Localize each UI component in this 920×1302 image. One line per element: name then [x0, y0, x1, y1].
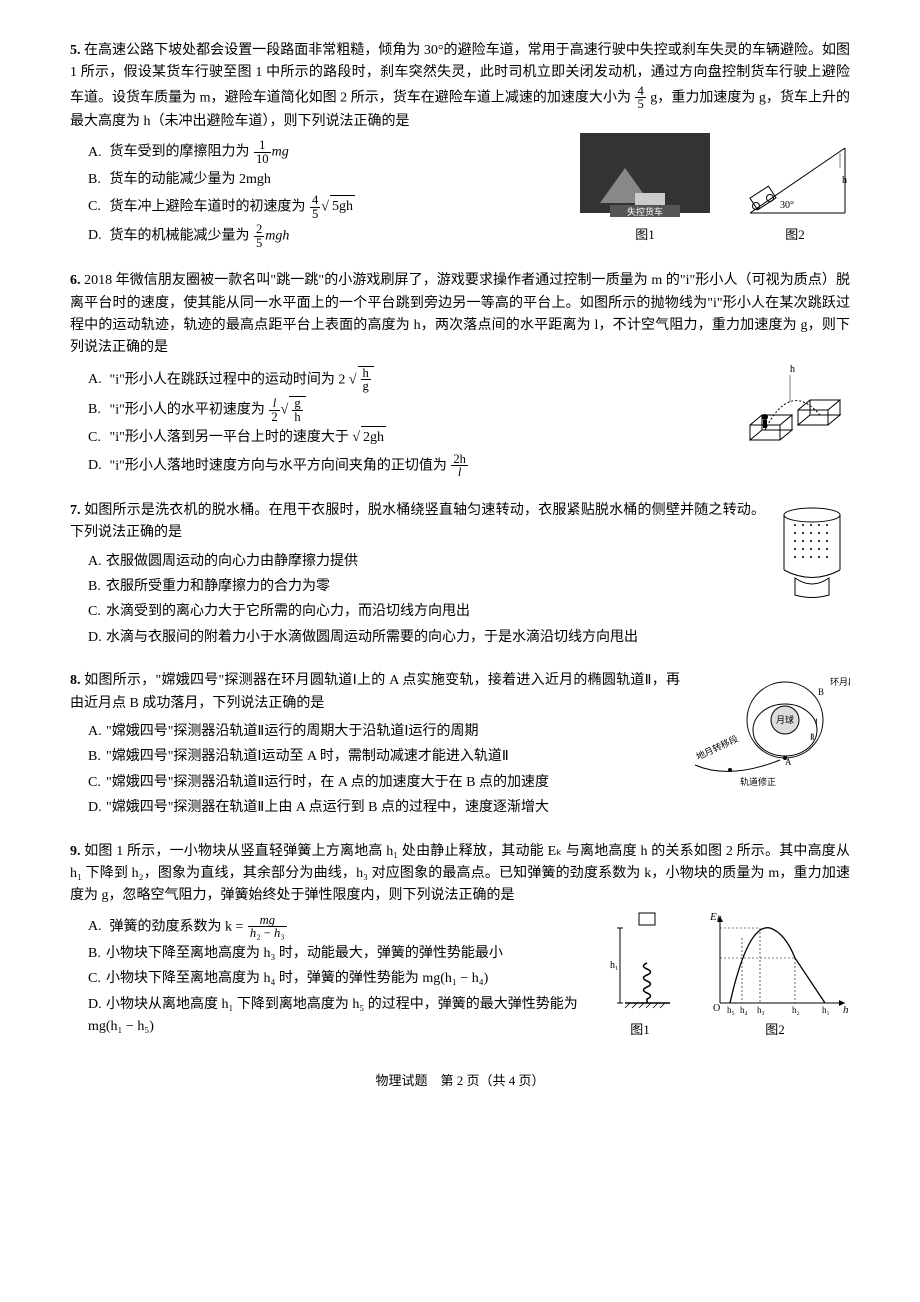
svg-text:失控货车: 失控货车 [627, 206, 663, 217]
svg-text:h₄: h₄ [740, 1005, 748, 1015]
question-9: 9. 如图 1 所示，一小物块从竖直轻弹簧上方离地高 h₁ 处由静止释放，其动能… [70, 841, 850, 1042]
q7-text: 7. 如图所示是洗衣机的脱水桶。在甩干衣服时，脱水桶绕竖直轴匀速转动，衣服紧贴脱… [70, 500, 765, 545]
q8-text: 8. 如图所示，"嫦娥四号"探测器在环月圆轨道Ⅰ上的 A 点实施变轨，接着进入近… [70, 670, 680, 715]
q5-opt-d: D. 货车的机械能减少量为 25mgh [88, 223, 570, 249]
q9-body: 如图 1 所示，一小物块从竖直轻弹簧上方离地高 h₁ 处由静止释放，其动能 Eₖ… [70, 844, 850, 904]
svg-text:Ⅰ: Ⅰ [815, 717, 818, 727]
svg-text:h₃: h₃ [757, 1005, 765, 1015]
q6-opt-a: A. "i"形小人在跳跃过程中的运动时间为 2 √hg [88, 366, 730, 393]
q5-fig2-image: h 30° [740, 133, 850, 223]
page-footer: 物理试题 第 2 页（共 4 页） [70, 1071, 850, 1092]
q7-options: A.衣服做圆周运动的向心力由静摩擦力提供 B.衣服所受重力和静摩擦力的合力为零 … [88, 551, 765, 650]
q5-options: A. 货车受到的摩擦阻力为 110mg B. 货车的动能减少量为 2mgh C.… [88, 139, 570, 249]
svg-text:h₅: h₅ [727, 1005, 735, 1015]
q8-options: A."嫦娥四号"探测器沿轨道Ⅱ运行的周期大于沿轨道Ⅰ运行的周期 B."嫦娥四号"… [88, 721, 680, 820]
q5-fig1-label: 图1 [580, 225, 710, 246]
svg-text:h: h [843, 1004, 849, 1016]
q9-opt-d: D.小物块从离地高度 h₁ 下降到离地高度为 h₅ 的过程中，弹簧的最大弹性势能… [88, 994, 595, 1039]
q8-body: 如图所示，"嫦娥四号"探测器在环月圆轨道Ⅰ上的 A 点实施变轨，接着进入近月的椭… [70, 673, 680, 710]
q7-opt-d: D.水滴与衣服间的附着力小于水滴做圆周运动所需要的向心力，于是水滴沿切线方向甩出 [88, 627, 765, 649]
question-7: 7. 如图所示是洗衣机的脱水桶。在甩干衣服时，脱水桶绕竖直轴匀速转动，衣服紧贴脱… [70, 500, 850, 652]
svg-text:Eₖ: Eₖ [709, 911, 722, 923]
q5-fig1-image: 失控货车 [580, 133, 710, 223]
q5-opt-a: A. 货车受到的摩擦阻力为 110mg [88, 139, 570, 165]
svg-text:月球: 月球 [776, 714, 794, 725]
q6-figure: h [740, 360, 850, 455]
svg-text:地月转移段: 地月转移段 [694, 733, 739, 762]
question-5: 5. 在高速公路下坡处都会设置一段路面非常粗糙，倾角为 30°的避险车道，常用于… [70, 40, 850, 252]
q8-num: 8. [70, 673, 81, 688]
q6-num: 6. [70, 273, 81, 288]
q7-body: 如图所示是洗衣机的脱水桶。在甩干衣服时，脱水桶绕竖直轴匀速转动，衣服紧贴脱水桶的… [70, 503, 765, 540]
svg-text:h: h [790, 364, 795, 375]
q5-fig2-label: 图2 [740, 225, 850, 246]
q7-opt-a: A.衣服做圆周运动的向心力由静摩擦力提供 [88, 551, 765, 573]
svg-text:环月段: 环月段 [830, 676, 850, 687]
q5-num: 5. [70, 43, 81, 58]
q7-num: 7. [70, 503, 81, 518]
question-6: 6. 2018 年微信朋友圈被一款名叫"跳一跳"的小游戏刷屏了，游戏要求操作者通… [70, 270, 850, 482]
svg-text:轨道修正: 轨道修正 [740, 776, 776, 787]
q7-opt-c: C.水滴受到的离心力大于它所需的向心力，而沿切线方向甩出 [88, 601, 765, 623]
svg-text:O: O [713, 1003, 720, 1014]
q9-num: 9. [70, 844, 81, 859]
q8-opt-a: A."嫦娥四号"探测器沿轨道Ⅱ运行的周期大于沿轨道Ⅰ运行的周期 [88, 721, 680, 743]
svg-text:B: B [818, 687, 824, 697]
question-8: 8. 如图所示，"嫦娥四号"探测器在环月圆轨道Ⅰ上的 A 点实施变轨，接着进入近… [70, 670, 850, 822]
q9-options: A. 弹簧的劲度系数为 k = mgh₂ − h₃ B.小物块下降至离地高度为 … [88, 914, 595, 1039]
q6-text: 6. 2018 年微信朋友圈被一款名叫"跳一跳"的小游戏刷屏了，游戏要求操作者通… [70, 270, 850, 360]
svg-text:h₁: h₁ [610, 960, 619, 971]
q9-opt-b: B.小物块下降至离地高度为 h₃ 时，动能最大，弹簧的弹性势能最小 [88, 943, 595, 965]
svg-text:h₂: h₂ [792, 1005, 800, 1015]
q7-figure [775, 500, 850, 610]
q8-figure: 月球 B A Ⅰ Ⅱ 环月段 地月转移段 轨道修正 [690, 670, 850, 790]
q5-text: 5. 在高速公路下坡处都会设置一段路面非常粗糙，倾角为 30°的避险车道，常用于… [70, 40, 850, 133]
svg-text:h: h [842, 175, 847, 186]
q9-fig2-image: Eₖ h O h₅ h₄ h₃ h₂ h₁ [700, 908, 850, 1018]
svg-text:30°: 30° [780, 200, 794, 211]
q9-text: 9. 如图 1 所示，一小物块从竖直轻弹簧上方离地高 h₁ 处由静止释放，其动能… [70, 841, 850, 908]
q7-opt-b: B.衣服所受重力和静摩擦力的合力为零 [88, 576, 765, 598]
q9-figures: h₁ 图1 Eₖ [605, 908, 850, 1041]
q9-opt-a: A. 弹簧的劲度系数为 k = mgh₂ − h₃ [88, 914, 595, 940]
q9-opt-c: C.小物块下降至离地高度为 h₄ 时，弹簧的弹性势能为 mg(h₁ − h₄) [88, 968, 595, 990]
q5-figures: 失控货车 图1 h 30° [580, 133, 850, 246]
q9-fig2-label: 图2 [700, 1020, 850, 1041]
q6-opt-d: D. "i"形小人落地时速度方向与水平方向间夹角的正切值为 2hl [88, 453, 730, 479]
q6-options: A. "i"形小人在跳跃过程中的运动时间为 2 √hg B. "i"形小人的水平… [88, 366, 730, 479]
q5-opt-b: B. 货车的动能减少量为 2mgh [88, 169, 570, 191]
q9-fig1-label: 图1 [605, 1020, 675, 1041]
q6-opt-b: B. "i"形小人的水平初速度为 l2√gh [88, 396, 730, 423]
q9-fig1-image: h₁ [605, 908, 675, 1018]
svg-text:Ⅱ: Ⅱ [810, 732, 814, 742]
q6-opt-c: C. "i"形小人落到另一平台上时的速度大于 √2gh [88, 426, 730, 449]
svg-text:h₁: h₁ [822, 1005, 830, 1015]
q5-opt-c: C. 货车冲上避险车道时的初速度为 45√5gh [88, 194, 570, 220]
q8-opt-b: B."嫦娥四号"探测器沿轨道Ⅰ运动至 A 时，需制动减速才能进入轨道Ⅱ [88, 746, 680, 768]
q6-body: 2018 年微信朋友圈被一款名叫"跳一跳"的小游戏刷屏了，游戏要求操作者通过控制… [70, 273, 850, 355]
q8-opt-d: D."嫦娥四号"探测器在轨道Ⅱ上由 A 点运行到 B 点的过程中，速度逐渐增大 [88, 797, 680, 819]
q8-opt-c: C."嫦娥四号"探测器沿轨道Ⅱ运行时，在 A 点的加速度大于在 B 点的加速度 [88, 772, 680, 794]
